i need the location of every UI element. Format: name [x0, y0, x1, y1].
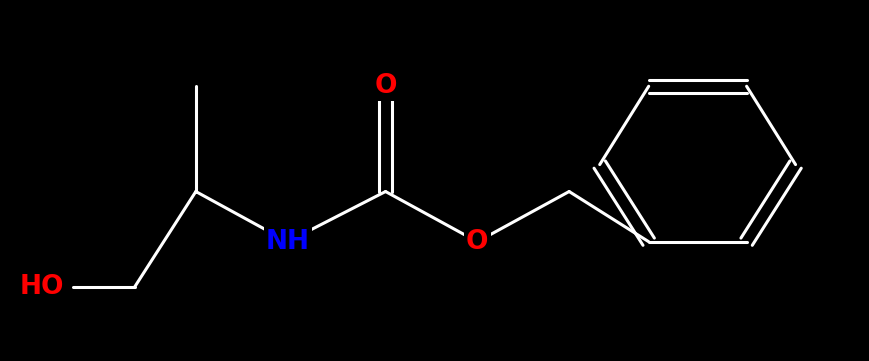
Text: NH: NH — [266, 229, 309, 255]
Text: O: O — [375, 73, 397, 99]
Text: HO: HO — [19, 274, 63, 300]
Text: O: O — [466, 229, 488, 255]
